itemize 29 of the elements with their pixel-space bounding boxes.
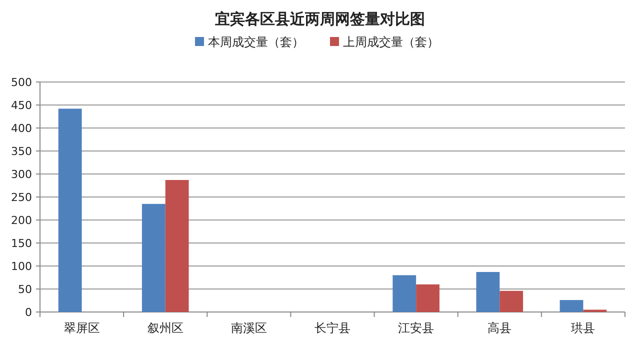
x-tick-label: 江安县 bbox=[398, 321, 434, 335]
legend-label: 上周成交量（套） bbox=[343, 35, 439, 49]
y-tick-label: 50 bbox=[18, 283, 32, 296]
x-tick-label: 珙县 bbox=[571, 321, 596, 335]
bar bbox=[165, 180, 189, 312]
y-tick-label: 300 bbox=[11, 168, 32, 181]
y-tick-label: 450 bbox=[11, 99, 32, 112]
y-tick-label: 150 bbox=[11, 237, 32, 250]
y-tick-label: 0 bbox=[25, 306, 32, 319]
y-tick-label: 200 bbox=[11, 214, 32, 227]
chart-title: 宜宾各区县近两周网签量对比图 bbox=[215, 10, 425, 28]
y-tick-label: 250 bbox=[11, 191, 32, 204]
legend-label: 本周成交量（套） bbox=[208, 35, 304, 49]
x-tick-label: 叙州区 bbox=[147, 321, 184, 335]
x-tick-label: 高县 bbox=[488, 321, 512, 335]
bar bbox=[476, 272, 500, 312]
bar bbox=[500, 290, 524, 312]
bar bbox=[560, 300, 584, 312]
x-tick-label: 南溪区 bbox=[230, 321, 267, 335]
bar bbox=[392, 275, 416, 312]
y-tick-label: 500 bbox=[11, 76, 32, 89]
y-tick-label: 400 bbox=[11, 122, 32, 135]
bar bbox=[416, 284, 440, 312]
bar bbox=[142, 204, 166, 312]
y-tick-label: 100 bbox=[11, 260, 32, 273]
y-tick-label: 350 bbox=[11, 145, 32, 158]
x-tick-label: 翠屏区 bbox=[64, 321, 100, 335]
bar bbox=[58, 108, 82, 312]
x-tick-label: 长宁县 bbox=[314, 321, 350, 335]
